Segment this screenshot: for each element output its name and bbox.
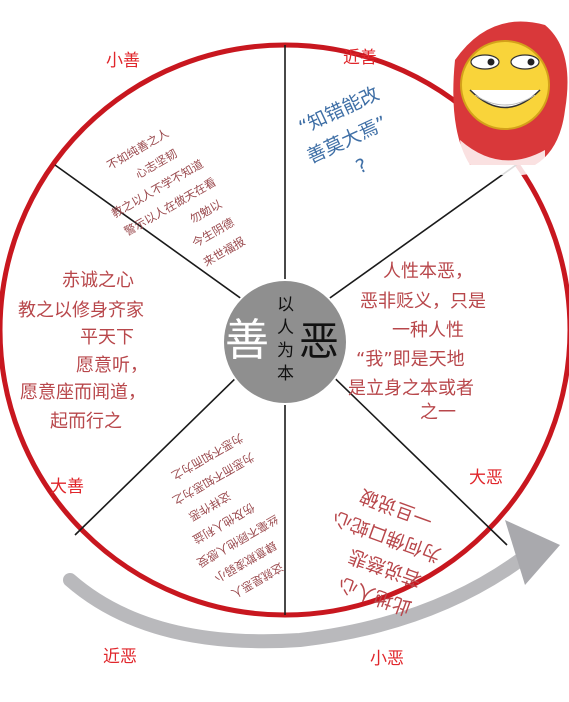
svg-text:人: 人	[277, 318, 294, 338]
label-near-evil: 近恶	[103, 647, 137, 667]
svg-text:起而行之: 起而行之	[50, 411, 122, 432]
svg-text:教之以修身齐家: 教之以修身齐家	[18, 300, 144, 321]
smiley-face-icon	[453, 21, 568, 176]
label-small-good: 小善	[106, 51, 140, 71]
circular-arrow-icon	[63, 520, 560, 649]
evil-char: 恶	[299, 319, 339, 365]
svg-text:是立身之本或者: 是立身之本或者	[348, 378, 474, 399]
svg-text:愿意听，: 愿意听，	[76, 355, 148, 376]
label-near-good: 近善	[343, 48, 377, 68]
good-char: 善	[225, 315, 269, 366]
svg-text:人性本恶，: 人性本恶，	[383, 261, 473, 282]
svg-text:赤诚之心: 赤诚之心	[62, 270, 134, 291]
svg-text:之一: 之一	[420, 402, 456, 423]
label-great-evil: 大恶	[469, 468, 503, 488]
motto: 以 人 为 本	[277, 295, 294, 384]
svg-text:以: 以	[277, 295, 294, 315]
center-disk	[222, 279, 348, 405]
segment-left: 赤诚之心 教之以修身齐家 平天下 愿意听， 愿意座而闻道， 起而行之	[18, 270, 148, 432]
svg-text:愿意座而闻道，: 愿意座而闻道，	[20, 382, 146, 403]
label-great-good: 大善	[50, 477, 84, 497]
svg-text:本: 本	[277, 364, 294, 384]
segment-right: 人性本恶， 恶非贬义，只是 一种人性 “我”即是天地 是立身之本或者 之一	[348, 261, 486, 423]
svg-text:为: 为	[277, 341, 294, 361]
svg-text:恶非贬义，只是: 恶非贬义，只是	[360, 291, 486, 312]
svg-text:“我”即是天地: “我”即是天地	[356, 349, 465, 370]
svg-text:平天下: 平天下	[80, 327, 134, 348]
label-small-evil: 小恶	[370, 649, 404, 669]
svg-text:一种人性: 一种人性	[392, 320, 464, 341]
